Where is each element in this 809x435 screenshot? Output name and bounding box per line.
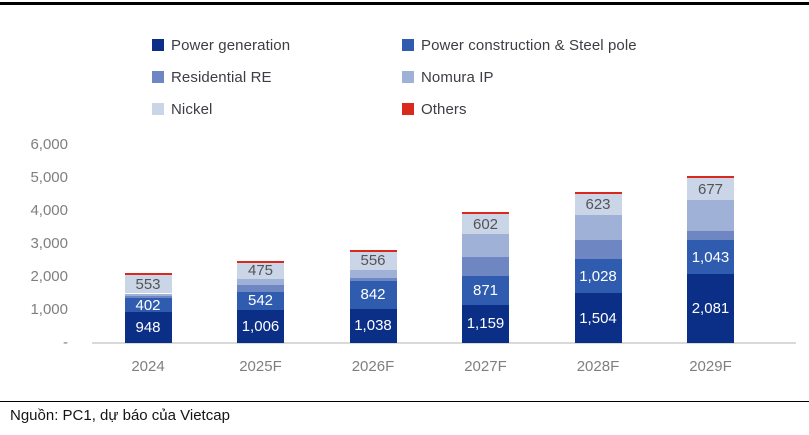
- bar-segment-nickel: 623: [574, 194, 622, 215]
- bar-segment-residential-re: [349, 277, 397, 281]
- stacked-bar-2026f: 1,038 842 556: [349, 0, 397, 343]
- bar-value-label: 1,028: [579, 267, 617, 285]
- stacked-bar-2028f: 1,504 1,028 623: [574, 0, 622, 343]
- legend-item-power-construction-steel-pole: Power construction & Steel pole: [402, 36, 637, 54]
- bar-segment-power-construction-steel-pole: 1,043: [687, 239, 734, 275]
- x-axis-tick-label: 2028F: [576, 358, 620, 375]
- bar-segment-power-construction-steel-pole: 1,028: [574, 259, 622, 294]
- stacked-bar-2024: 948 402 553: [124, 0, 172, 343]
- bar-segment-nomura-ip: [687, 200, 734, 231]
- bar-value-label: 542: [247, 292, 274, 310]
- x-axis-tick-label: 2024: [131, 358, 165, 375]
- legend-label: Nomura IP: [421, 68, 494, 86]
- legend-item-power-generation: Power generation: [152, 36, 291, 54]
- bar-segment-power-generation: 1,038: [349, 308, 397, 343]
- bar-value-label: 842: [360, 286, 386, 304]
- y-axis-tick-label: -: [63, 334, 68, 351]
- y-axis-tick-label: 6,000: [30, 136, 68, 153]
- bar-segment-residential-re: [574, 239, 622, 260]
- legend-item-nickel: Nickel: [152, 100, 213, 118]
- bar-segment-nomura-ip: [574, 214, 622, 240]
- bar-value-label: 475: [247, 262, 274, 280]
- bar-segment-power-generation: 1,159: [462, 304, 509, 343]
- legend-swatch-icon: [152, 103, 164, 115]
- bar-value-label: 1,159: [466, 315, 505, 333]
- x-axis-tick-label: 2029F: [689, 358, 732, 375]
- bar-segment-power-construction-steel-pole: 842: [349, 280, 397, 309]
- bar-segment-others: [124, 273, 172, 276]
- bar-value-label: 1,006: [241, 317, 280, 335]
- bar-value-label: 948: [135, 318, 161, 336]
- bar-segment-residential-re: [237, 284, 284, 292]
- x-axis-tick-label: 2026F: [351, 358, 395, 375]
- bar-segment-power-construction-steel-pole: 871: [462, 276, 509, 305]
- legend-label: Residential RE: [171, 68, 272, 86]
- bar-value-label: 1,038: [354, 317, 392, 335]
- bar-segment-others: [574, 192, 622, 194]
- bar-segment-power-generation: 948: [124, 311, 172, 343]
- bar-value-label: 556: [360, 252, 386, 270]
- bar-segment-nomura-ip: [124, 293, 172, 297]
- bar-value-label: 1,504: [579, 309, 617, 327]
- legend-item-residential-re: Residential RE: [152, 68, 272, 86]
- bar-value-label: 602: [472, 215, 499, 233]
- bar-segment-power-construction-steel-pole: 402: [124, 296, 172, 314]
- bar-segment-nomura-ip: [237, 278, 284, 285]
- bar-segment-others: [237, 261, 284, 264]
- legend-label: Others: [421, 100, 467, 118]
- legend-swatch-icon: [152, 39, 164, 51]
- legend-label: Power generation: [171, 36, 291, 54]
- source-divider-rule: [0, 401, 809, 402]
- bar-value-label: 553: [135, 275, 161, 293]
- x-axis-tick-label: 2027F: [464, 358, 507, 375]
- bar-value-label: 871: [472, 281, 499, 299]
- bar-segment-residential-re: [124, 296, 172, 299]
- bar-segment-power-construction-steel-pole: 542: [237, 291, 284, 310]
- x-axis-line: [92, 342, 796, 344]
- legend-swatch-icon: [152, 71, 164, 83]
- y-axis-tick-label: 1,000: [30, 301, 68, 318]
- bar-segment-others: [462, 212, 509, 215]
- legend-label: Nickel: [171, 100, 213, 118]
- bar-segment-residential-re: [462, 257, 509, 276]
- bar-segment-power-generation: 2,081: [687, 274, 734, 343]
- bar-value-label: 2,081: [691, 300, 730, 318]
- bar-segment-power-generation: 1,006: [237, 309, 284, 343]
- stacked-bar-2025f: 1,006 542 475: [237, 0, 284, 343]
- legend-swatch-icon: [402, 39, 414, 51]
- bar-value-label: 402: [135, 296, 161, 314]
- bar-segment-nickel: 556: [349, 251, 397, 271]
- bar-segment-nomura-ip: [462, 234, 509, 258]
- top-border-rule: [0, 2, 809, 5]
- stacked-bar-2027f: 1,159 871 602: [462, 0, 509, 343]
- bar-segment-others: [687, 175, 734, 178]
- x-axis-tick-label: 2025F: [239, 358, 282, 375]
- legend-label: Power construction & Steel pole: [421, 36, 637, 54]
- bar-segment-nickel: 677: [687, 177, 734, 201]
- bar-value-label: 1,043: [691, 248, 730, 266]
- legend-swatch-icon: [402, 103, 414, 115]
- bar-value-label: 677: [697, 180, 724, 198]
- legend-item-nomura-ip: Nomura IP: [402, 68, 494, 86]
- y-axis-tick-label: 2,000: [30, 268, 68, 285]
- y-axis-tick-label: 4,000: [30, 202, 68, 219]
- legend-swatch-icon: [402, 71, 414, 83]
- bar-segment-power-generation: 1,504: [574, 293, 622, 343]
- bar-value-label: 623: [585, 195, 611, 213]
- source-caption: Nguồn: PC1, dự báo của Vietcap: [10, 407, 230, 424]
- bar-segment-others: [349, 249, 397, 252]
- bar-segment-nomura-ip: [349, 270, 397, 278]
- bar-segment-nickel: 602: [462, 214, 509, 235]
- y-axis-tick-label: 3,000: [30, 235, 68, 252]
- stacked-bar-2029f: 2,081 1,043 677: [687, 0, 734, 343]
- bar-segment-nickel: 553: [124, 275, 172, 294]
- bar-segment-nickel: 475: [237, 263, 284, 279]
- legend-item-others: Others: [402, 100, 467, 118]
- y-axis-tick-label: 5,000: [30, 169, 68, 186]
- bar-segment-residential-re: [687, 230, 734, 240]
